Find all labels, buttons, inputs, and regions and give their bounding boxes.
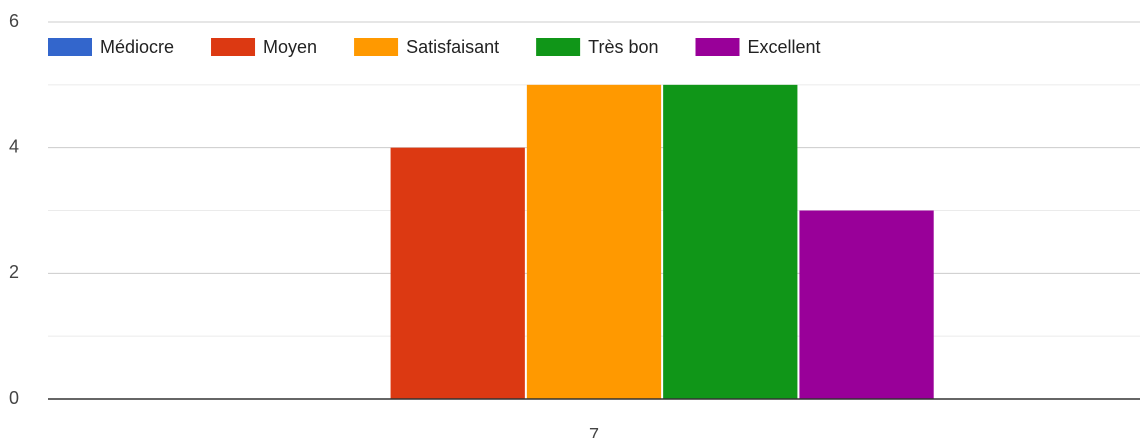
y-tick-label: 4 <box>9 136 19 156</box>
legend-swatch <box>536 38 581 56</box>
bar <box>526 84 662 399</box>
legend-swatch <box>354 38 399 56</box>
bar <box>663 84 798 399</box>
bar <box>799 210 934 399</box>
legend-swatch <box>48 38 92 56</box>
legend-swatch <box>211 38 256 56</box>
legend-label: Médiocre <box>100 37 174 57</box>
legend-label: Moyen <box>263 37 317 57</box>
y-tick-label: 6 <box>9 11 19 31</box>
bar <box>390 147 525 399</box>
legend-label: Satisfaisant <box>406 37 499 57</box>
legend-swatch <box>695 38 740 56</box>
y-tick-label: 2 <box>9 262 19 282</box>
legend-label: Excellent <box>748 37 821 57</box>
legend-label: Très bon <box>588 37 658 57</box>
x-tick-label: 7 <box>589 425 599 438</box>
y-tick-label: 0 <box>9 388 19 408</box>
